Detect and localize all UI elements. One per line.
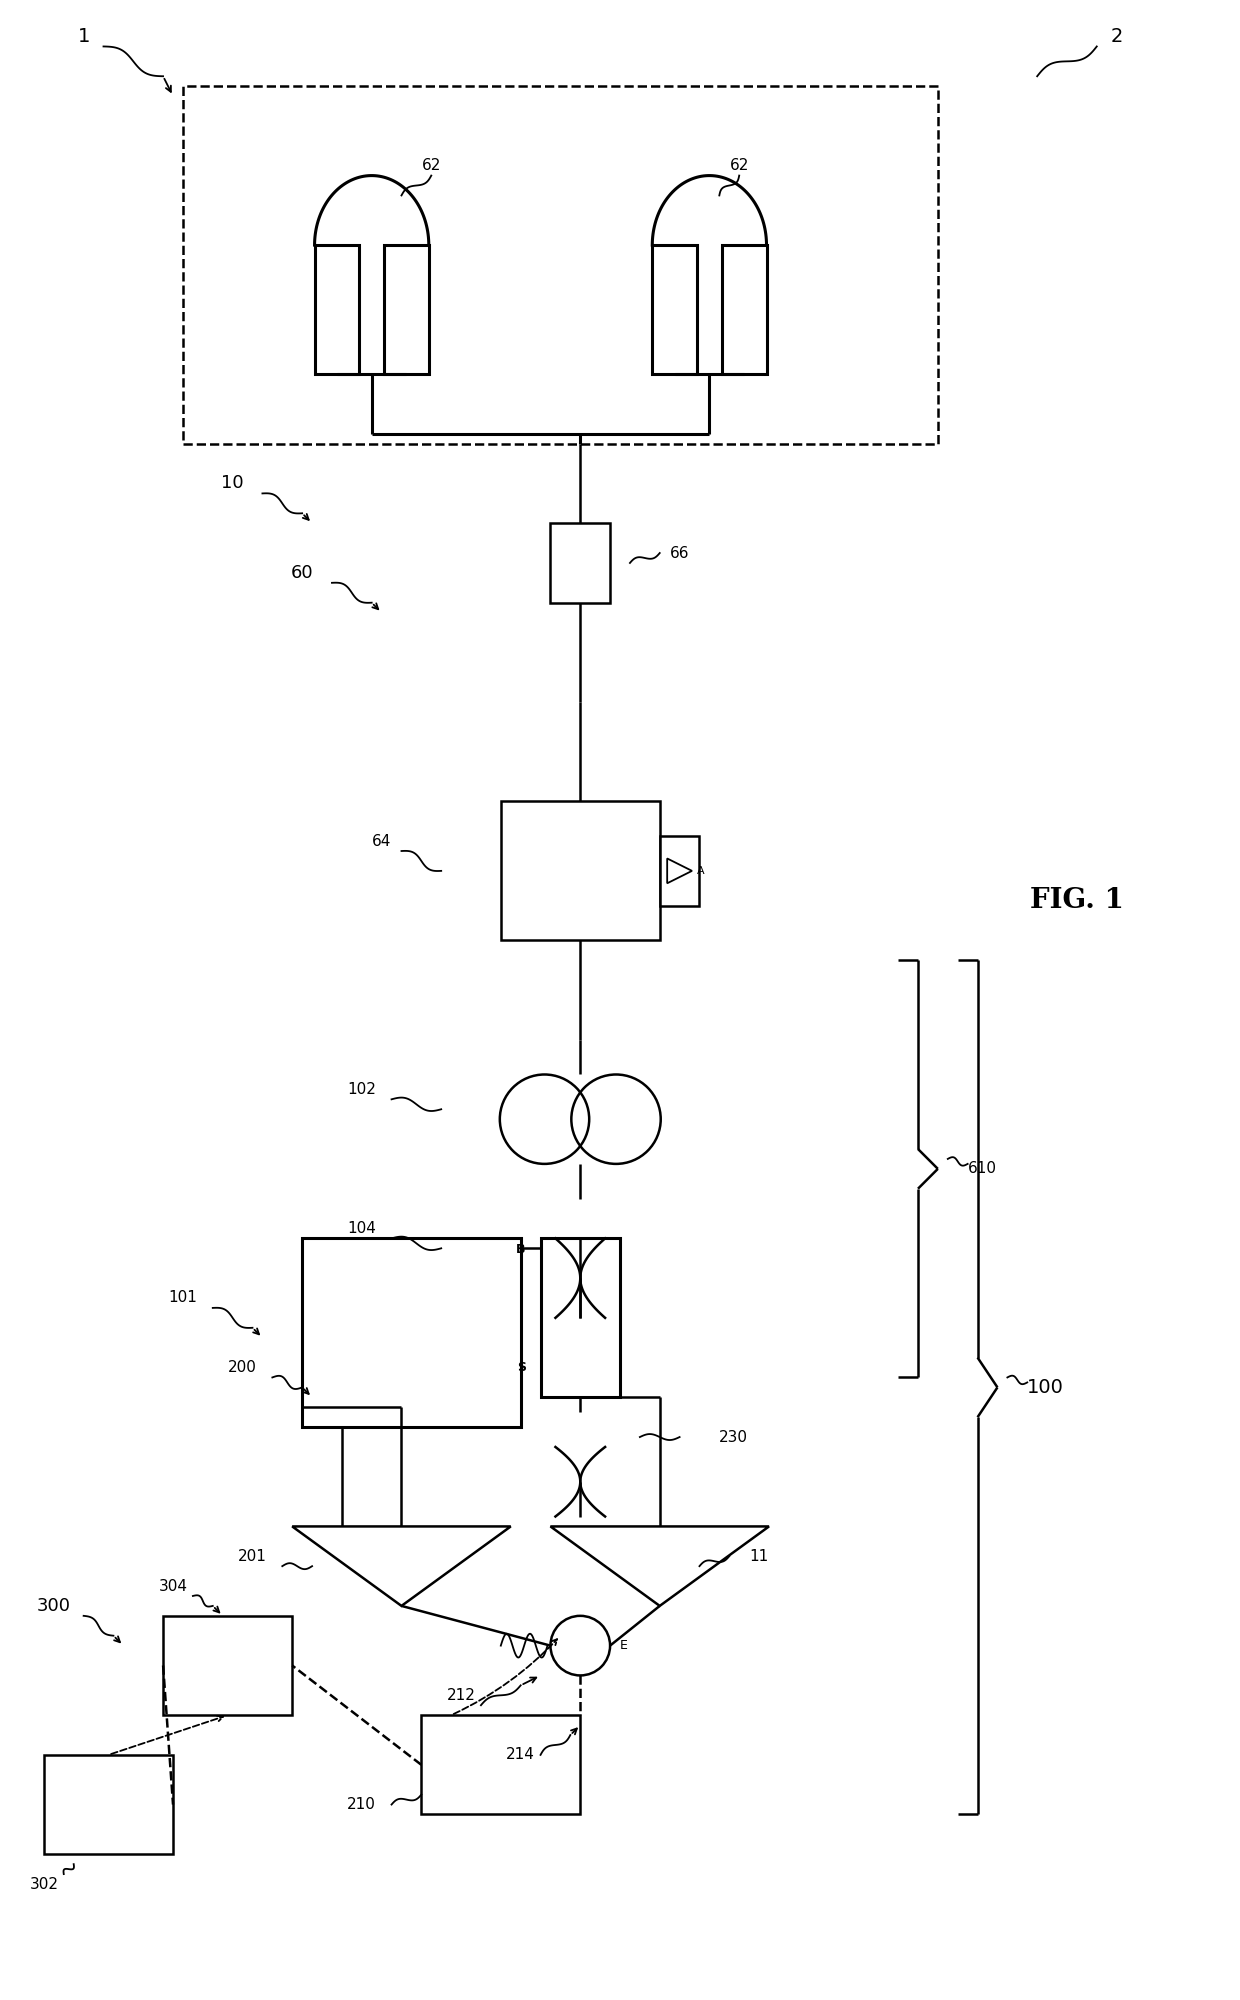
Bar bbox=[184, 86, 937, 444]
Bar bbox=[541, 1238, 620, 1398]
Text: 11: 11 bbox=[749, 1548, 769, 1564]
Text: 10: 10 bbox=[221, 474, 244, 492]
Text: FIG. 1: FIG. 1 bbox=[1030, 888, 1123, 914]
Text: 62: 62 bbox=[729, 158, 749, 174]
Text: A: A bbox=[697, 866, 704, 876]
Text: 101: 101 bbox=[169, 1290, 197, 1306]
Text: 230: 230 bbox=[719, 1430, 748, 1444]
Text: 304: 304 bbox=[159, 1578, 187, 1594]
Text: 2: 2 bbox=[1111, 28, 1123, 46]
Text: 102: 102 bbox=[347, 1082, 376, 1096]
Bar bbox=[303, 1238, 521, 1428]
Bar bbox=[652, 246, 697, 374]
Text: 60: 60 bbox=[291, 564, 314, 582]
Text: 300: 300 bbox=[37, 1596, 71, 1614]
Bar bbox=[501, 802, 660, 940]
Bar bbox=[422, 1716, 580, 1814]
Text: 104: 104 bbox=[347, 1220, 376, 1236]
Text: 302: 302 bbox=[30, 1876, 58, 1892]
Text: 62: 62 bbox=[422, 158, 441, 174]
Text: B: B bbox=[516, 1244, 526, 1256]
Text: 1: 1 bbox=[77, 28, 89, 46]
Text: 212: 212 bbox=[446, 1688, 475, 1702]
Bar bbox=[43, 1754, 174, 1854]
Text: 201: 201 bbox=[238, 1548, 267, 1564]
Text: 64: 64 bbox=[372, 834, 392, 848]
Text: 610: 610 bbox=[967, 1162, 997, 1176]
Bar bbox=[164, 1616, 293, 1716]
Bar bbox=[551, 524, 610, 602]
Text: S: S bbox=[517, 1362, 526, 1374]
Bar bbox=[315, 246, 360, 374]
Text: 100: 100 bbox=[1027, 1378, 1064, 1396]
Text: 214: 214 bbox=[506, 1748, 536, 1762]
Text: 210: 210 bbox=[347, 1798, 376, 1812]
Bar bbox=[660, 836, 699, 906]
Bar bbox=[384, 246, 429, 374]
Bar bbox=[722, 246, 766, 374]
Text: E: E bbox=[620, 1640, 627, 1652]
Text: 66: 66 bbox=[670, 546, 689, 560]
Text: 200: 200 bbox=[228, 1360, 257, 1376]
